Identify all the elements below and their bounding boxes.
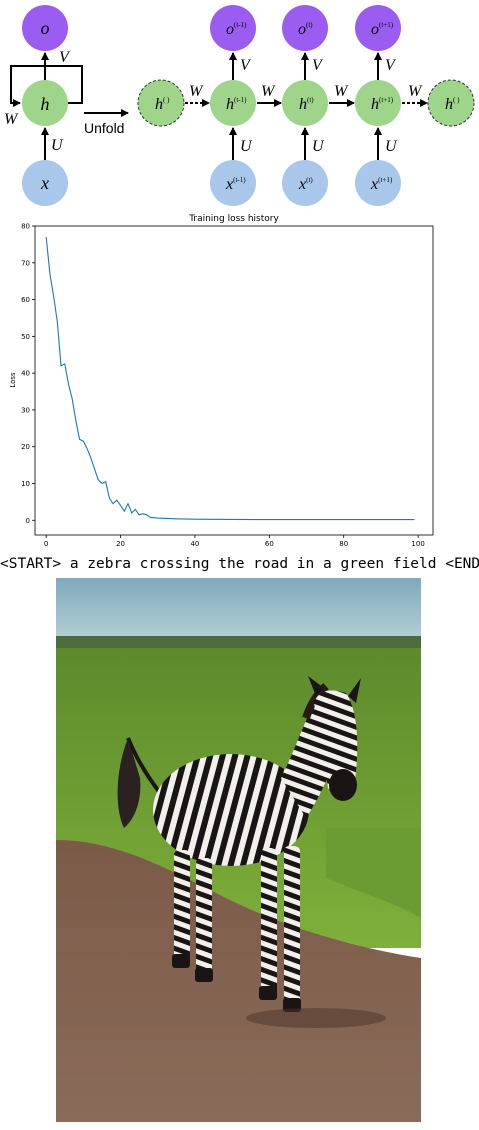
folded-w-label: W [4, 111, 19, 128]
caption-text: <START> a zebra crossing the road in a g… [0, 556, 479, 572]
unfolded-v-label: V [385, 57, 397, 74]
unfolded-u-label: U [312, 138, 325, 155]
unfolded-input-label: x(t) [298, 176, 313, 193]
unfolded-input-label: x(t-1) [225, 176, 246, 193]
folded-hidden-label: h [41, 94, 50, 114]
unfolded-output-label: o(t+1) [371, 21, 394, 38]
y-tick-label: 50 [21, 333, 30, 341]
plot-frame [34, 225, 434, 536]
unfolded-step-t-minus-1: o(t-1) h(t-1) x(t-1) [210, 5, 256, 206]
unfolded-h-prev-label: h( ) [155, 96, 170, 113]
x-tick-label: 60 [265, 540, 274, 548]
x-tick-label: 20 [116, 540, 125, 548]
folded-output-node [22, 5, 68, 51]
sky [56, 578, 421, 640]
unfolded-w-label: W [189, 83, 204, 100]
unfolded-input-node [210, 160, 256, 206]
unfolded-u-label: U [385, 138, 398, 155]
unfolded-h-next-node [427, 79, 475, 127]
unfolded-v-label: V [312, 57, 324, 74]
y-tick-label: 10 [21, 480, 30, 488]
axis-ticks: 0 20 40 60 80 100 0 10 20 30 40 50 60 70 80 [21, 223, 425, 549]
unfolded-output-label: o(t) [298, 21, 313, 38]
x-tick-label: 0 [44, 540, 48, 548]
unfolded-w-label: W [408, 83, 423, 100]
dirt-road [56, 840, 421, 1122]
unfolded-rnn: h( ) h( ) o(t-1) h(t-1) x(t-1) o(t) [137, 5, 475, 206]
y-tick-label: 20 [21, 443, 30, 451]
unfolded-hidden-node [282, 80, 328, 126]
folded-v-label: V [59, 49, 71, 66]
unfolded-step-t-plus-1: o(t+1) h(t+1) x(t+1) [355, 5, 401, 206]
x-tick-label: 100 [411, 540, 424, 548]
unfolded-w-label: W [334, 83, 349, 100]
x-tick-label: 80 [339, 540, 348, 548]
unfolded-w-label: W [261, 83, 276, 100]
folded-hidden-node [22, 80, 68, 126]
y-tick-label: 40 [21, 370, 30, 378]
y-tick-label: 70 [21, 259, 30, 267]
unfolded-h-prev-node [137, 79, 185, 127]
grass-right [326, 828, 421, 918]
zebra-illustration [56, 578, 421, 1122]
loss-series-line [45, 236, 415, 521]
folded-input-node [22, 160, 68, 206]
unfolded-hidden-node [210, 80, 256, 126]
y-axis-label: Loss [9, 372, 17, 388]
unfolded-output-node [282, 5, 328, 51]
folded-w-loop [44, 65, 83, 104]
folded-input-label: x [40, 173, 49, 193]
folded-u-label: U [51, 137, 64, 154]
horizon [56, 636, 421, 650]
rnn-diagram: o h x U V W Unfold h( ) h( ) o(t-1) [4, 5, 475, 206]
y-tick-label: 30 [21, 406, 30, 414]
unfolded-hidden-node [355, 80, 401, 126]
unfolded-h-next-label: h( ) [445, 96, 460, 113]
chart-title: Training loss history [188, 214, 279, 224]
zebra-photo [56, 578, 421, 1122]
y-tick-label: 80 [21, 223, 30, 231]
unfolded-input-node [282, 160, 328, 206]
unfolded-v-label: V [240, 57, 252, 74]
y-tick-label: 60 [21, 296, 30, 304]
x-tick-label: 40 [190, 540, 199, 548]
unfolded-hidden-label: h(t-1) [226, 96, 247, 113]
unfolded-hidden-label: h(t+1) [371, 96, 394, 113]
folded-rnn: o h x U V W [4, 5, 83, 206]
unfolded-input-label: x(t+1) [370, 176, 393, 193]
unfolded-output-label: o(t-1) [226, 21, 247, 38]
unfolded-input-node [355, 160, 401, 206]
folded-output-label: o [41, 18, 50, 38]
unfold-label: Unfold [84, 120, 124, 136]
y-tick-label: 0 [26, 517, 30, 525]
unfolded-output-node [355, 5, 401, 51]
unfolded-u-label: U [240, 138, 253, 155]
zebra [117, 676, 361, 1012]
zebra-shadow [246, 1008, 386, 1028]
unfolded-step-t: o(t) h(t) x(t) [282, 5, 328, 206]
unfolded-output-node [210, 5, 256, 51]
loss-chart: Training loss history Loss 0 20 40 60 80 1000… [9, 214, 434, 549]
unfolded-hidden-label: h(t) [299, 96, 314, 113]
folded-w-loop-back [10, 65, 45, 107]
